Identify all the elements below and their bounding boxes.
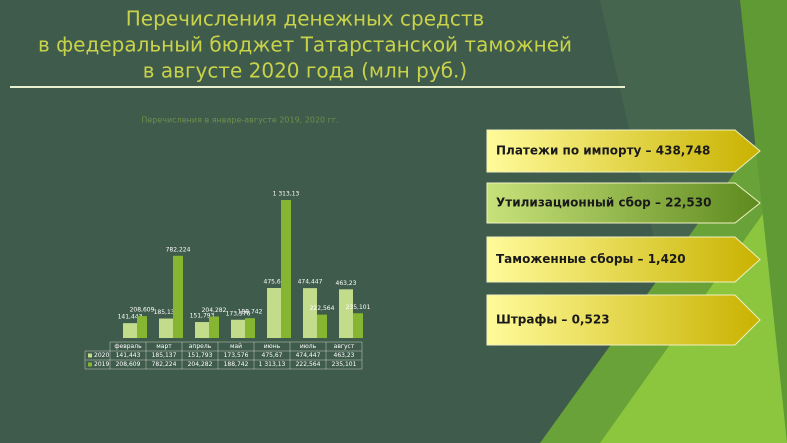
bar: [267, 288, 281, 338]
table-cell: 475,67: [262, 352, 283, 359]
table-cell: 208,609: [116, 361, 141, 368]
table-cell: 474,447: [296, 352, 321, 359]
bar: [159, 318, 173, 338]
title-line: Перечисления денежных средств: [126, 7, 485, 31]
bar: [195, 322, 209, 338]
table-cell: 204,282: [188, 361, 213, 368]
table-cell: 782,224: [152, 361, 177, 368]
value-label: 222,564: [310, 305, 335, 312]
bar: [123, 323, 137, 338]
bar: [353, 313, 363, 338]
table-cell: 185,137: [152, 352, 177, 359]
value-label: 173,576: [226, 310, 251, 317]
bar: [281, 200, 291, 338]
table-cell: 1 313,13: [259, 361, 286, 368]
table-cell: 141,443: [116, 352, 141, 359]
table-cell: 188,742: [224, 361, 249, 368]
title-line: в августе 2020 года (млн руб.): [143, 59, 467, 83]
bar: [173, 255, 183, 338]
value-label: 474,447: [298, 279, 323, 286]
bar: [339, 289, 353, 338]
panel-text: Платежи по импорту – 438,748: [496, 144, 710, 158]
decor: [740, 0, 787, 443]
value-label: 782,224: [166, 246, 191, 253]
legend-swatch: [88, 353, 92, 358]
legend-swatch: [88, 362, 92, 367]
title: Перечисления денежных средств в федераль…: [38, 7, 572, 83]
table-cell: 222,564: [296, 361, 321, 368]
value-label: 188,742: [238, 309, 263, 316]
x-tick-label: июнь: [264, 343, 281, 350]
bar: [231, 319, 245, 338]
panel-text: Утилизационный сбор – 22,530: [496, 196, 711, 210]
value-label: 141,443: [118, 314, 143, 321]
x-tick-label: июль: [300, 343, 317, 350]
value-label: 208,609: [130, 307, 155, 314]
bar: [317, 314, 327, 338]
panel: [486, 294, 761, 346]
panel-text: Штрафы – 0,523: [496, 313, 610, 327]
x-tick-label: февраль: [114, 343, 142, 350]
value-label: 151,793: [190, 313, 215, 320]
chart-title: Перечисления в январе-августе 2019, 2020…: [141, 116, 338, 125]
table-cell: 463,23: [334, 352, 355, 359]
table-cell: 151,793: [188, 352, 213, 359]
bar: [209, 316, 219, 338]
bar: [303, 288, 317, 338]
x-tick-label: август: [334, 343, 355, 350]
panels: Платежи по импорту – 438,748 Утилизационн…: [486, 129, 761, 346]
panel: [486, 129, 761, 173]
chart: февраль141,443141,443208,609208,609март1…: [84, 191, 371, 370]
value-label: 185,137: [154, 309, 179, 316]
panel: [486, 182, 761, 224]
value-label: 475,67: [264, 279, 285, 286]
value-label: 1 313,13: [273, 191, 300, 198]
x-tick-label: апрель: [189, 343, 212, 350]
title-line: в федеральный бюджет Татарстанской тамож…: [38, 33, 572, 57]
bar: [137, 316, 147, 338]
legend-label: 2019: [94, 361, 109, 368]
value-label: 204,282: [202, 307, 227, 314]
table-cell: 235,101: [332, 361, 357, 368]
value-label: 463,23: [336, 280, 357, 287]
x-tick-label: май: [230, 343, 242, 350]
panel: [486, 236, 761, 283]
legend-label: 2020: [94, 352, 109, 359]
panel-text: Таможенные сборы – 1,420: [496, 252, 686, 266]
table-cell: 173,576: [224, 352, 249, 359]
x-tick-label: март: [156, 343, 172, 350]
bar: [245, 318, 255, 338]
value-label: 235,101: [346, 304, 371, 311]
